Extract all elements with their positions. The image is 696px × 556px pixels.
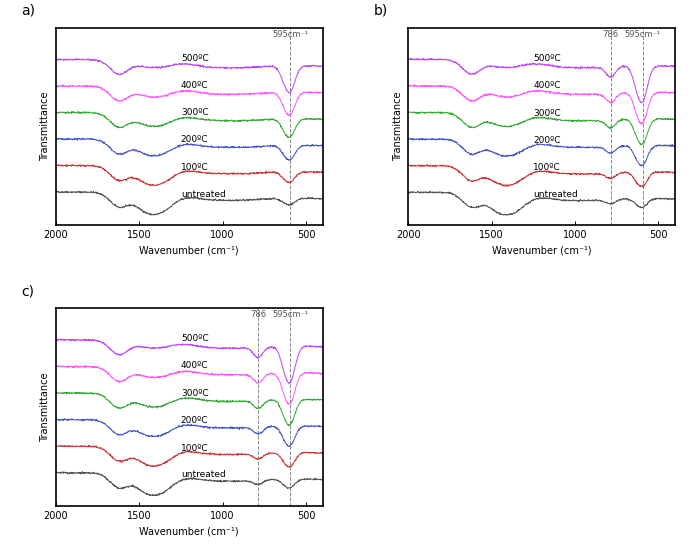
- Text: a): a): [21, 4, 35, 18]
- Text: 595cm⁻¹: 595cm⁻¹: [272, 310, 308, 319]
- Y-axis label: Transmittance: Transmittance: [40, 373, 50, 442]
- Text: 500ºC: 500ºC: [533, 53, 561, 63]
- Text: 500ºC: 500ºC: [181, 335, 209, 344]
- Text: 400ºC: 400ºC: [181, 361, 208, 370]
- Text: untreated: untreated: [533, 190, 578, 199]
- Text: 300ºC: 300ºC: [533, 108, 561, 117]
- Text: 595cm⁻¹: 595cm⁻¹: [272, 29, 308, 38]
- Text: 100ºC: 100ºC: [181, 163, 209, 172]
- Text: 500ºC: 500ºC: [181, 54, 209, 63]
- Text: 200ºC: 200ºC: [533, 136, 561, 145]
- X-axis label: Wavenumber (cm⁻¹): Wavenumber (cm⁻¹): [139, 246, 239, 256]
- X-axis label: Wavenumber (cm⁻¹): Wavenumber (cm⁻¹): [492, 246, 592, 256]
- Text: 100ºC: 100ºC: [181, 444, 209, 453]
- Text: 100ºC: 100ºC: [533, 162, 561, 172]
- Text: 786: 786: [603, 29, 619, 38]
- Text: 400ºC: 400ºC: [533, 81, 561, 90]
- Y-axis label: Transmittance: Transmittance: [393, 92, 402, 161]
- Text: b): b): [374, 4, 388, 18]
- Text: 786: 786: [250, 310, 267, 319]
- Text: untreated: untreated: [181, 470, 226, 479]
- Text: untreated: untreated: [181, 190, 226, 199]
- Text: 200ºC: 200ºC: [181, 416, 208, 425]
- Y-axis label: Transmittance: Transmittance: [40, 92, 50, 161]
- Text: 300ºC: 300ºC: [181, 389, 209, 398]
- X-axis label: Wavenumber (cm⁻¹): Wavenumber (cm⁻¹): [139, 527, 239, 537]
- Text: 200ºC: 200ºC: [181, 135, 208, 144]
- Text: 300ºC: 300ºC: [181, 108, 209, 117]
- Text: 595cm⁻¹: 595cm⁻¹: [624, 29, 661, 38]
- Text: 400ºC: 400ºC: [181, 81, 208, 90]
- Text: c): c): [21, 285, 34, 299]
